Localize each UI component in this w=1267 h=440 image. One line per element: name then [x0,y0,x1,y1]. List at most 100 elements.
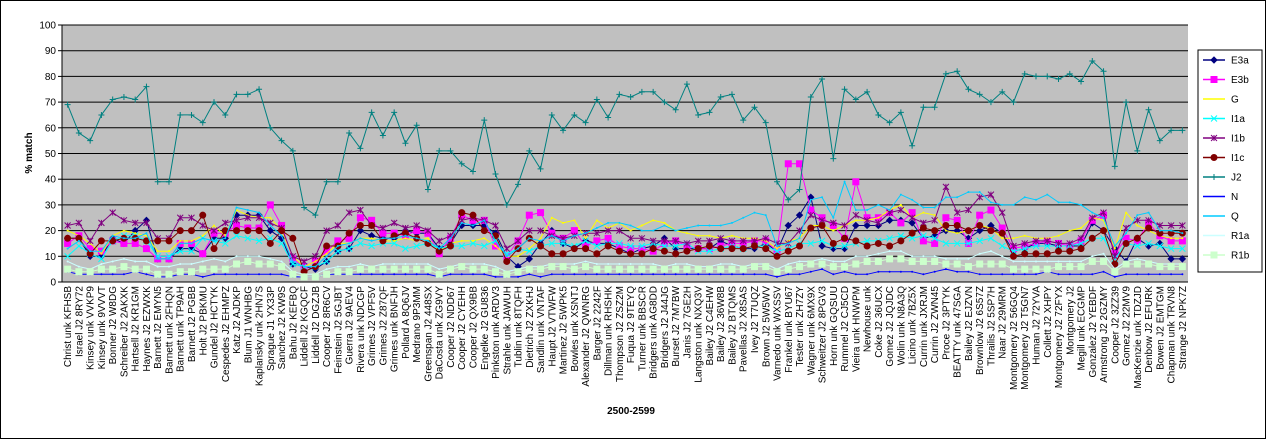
point [1057,273,1060,276]
x-tick-label: Armstrong J2 2GZMY [1099,286,1110,383]
marker [390,219,398,227]
point [764,273,767,276]
x-tick-label: Israel J2 8RY72 [74,286,85,357]
marker [987,227,995,235]
marker [976,237,984,245]
legend-label: G [1231,95,1239,106]
point [854,219,857,222]
marker [1145,260,1153,268]
marker [379,132,386,139]
legend-label: I1a [1231,114,1245,125]
x-tick-label: Feinstein J2 5GJBT [333,286,344,374]
marker [221,265,229,273]
marker [266,260,274,268]
point [1181,237,1184,240]
point [719,224,722,227]
marker [401,265,409,273]
series-line [67,258,1183,278]
marker [469,168,476,175]
point [336,245,339,248]
point [370,237,373,240]
point [674,273,677,276]
point [336,265,339,268]
legend-label: I1b [1231,134,1245,145]
point [1113,245,1116,248]
marker [221,219,229,227]
point [483,237,486,240]
marker [582,263,590,271]
point [640,229,643,232]
series-line [67,163,1183,268]
point [224,273,227,276]
marker [942,260,950,268]
legend-label: E3b [1231,75,1249,86]
point [1057,260,1060,263]
marker [515,181,522,188]
marker [97,265,105,273]
marker [1066,240,1074,247]
marker [706,109,713,116]
marker [604,265,612,273]
marker [931,216,939,224]
marker [446,242,454,250]
point [956,232,959,235]
x-tick-label: Bahu J2 KEFBQ [288,286,299,360]
marker [863,257,871,265]
marker [897,232,905,240]
point [821,257,824,260]
marker [1122,239,1130,247]
marker [413,227,421,235]
marker [728,237,736,245]
marker [852,211,860,219]
point [730,263,733,266]
marker [1179,127,1186,134]
point [1080,260,1083,263]
point [449,237,452,240]
marker [1043,242,1051,250]
marker [785,196,792,203]
marker [176,227,184,235]
marker [570,265,578,273]
marker [931,104,938,111]
point [1023,273,1026,276]
marker [1055,247,1063,255]
marker [841,86,848,93]
marker [987,191,995,198]
marker [537,227,544,234]
marker [818,237,826,245]
marker [660,265,668,273]
marker [176,268,184,276]
point [280,234,283,237]
point [821,196,824,199]
marker [750,263,758,271]
x-tick-label: Brown J2 5W5WV [761,286,772,367]
marker [908,214,916,222]
marker [503,245,511,252]
marker [244,214,252,222]
point [629,229,632,232]
marker [391,109,398,116]
marker [346,129,353,136]
x-tick-label: Bailey J2 36W8B [716,286,727,362]
legend-label: R1a [1231,231,1250,242]
legend-label: R1b [1231,251,1250,262]
point [888,250,891,253]
point [832,229,835,232]
point [438,247,441,250]
legend-label: I1c [1231,153,1244,164]
point [697,224,700,227]
marker [289,252,297,260]
point [213,273,216,276]
marker [469,240,477,247]
marker [874,257,882,265]
marker [897,219,905,227]
marker [266,239,274,247]
point [888,270,891,273]
marker [886,255,894,263]
marker [1021,245,1029,252]
marker [660,247,668,255]
marker [131,219,139,227]
marker [705,265,713,273]
point [877,203,880,206]
point [415,263,418,266]
